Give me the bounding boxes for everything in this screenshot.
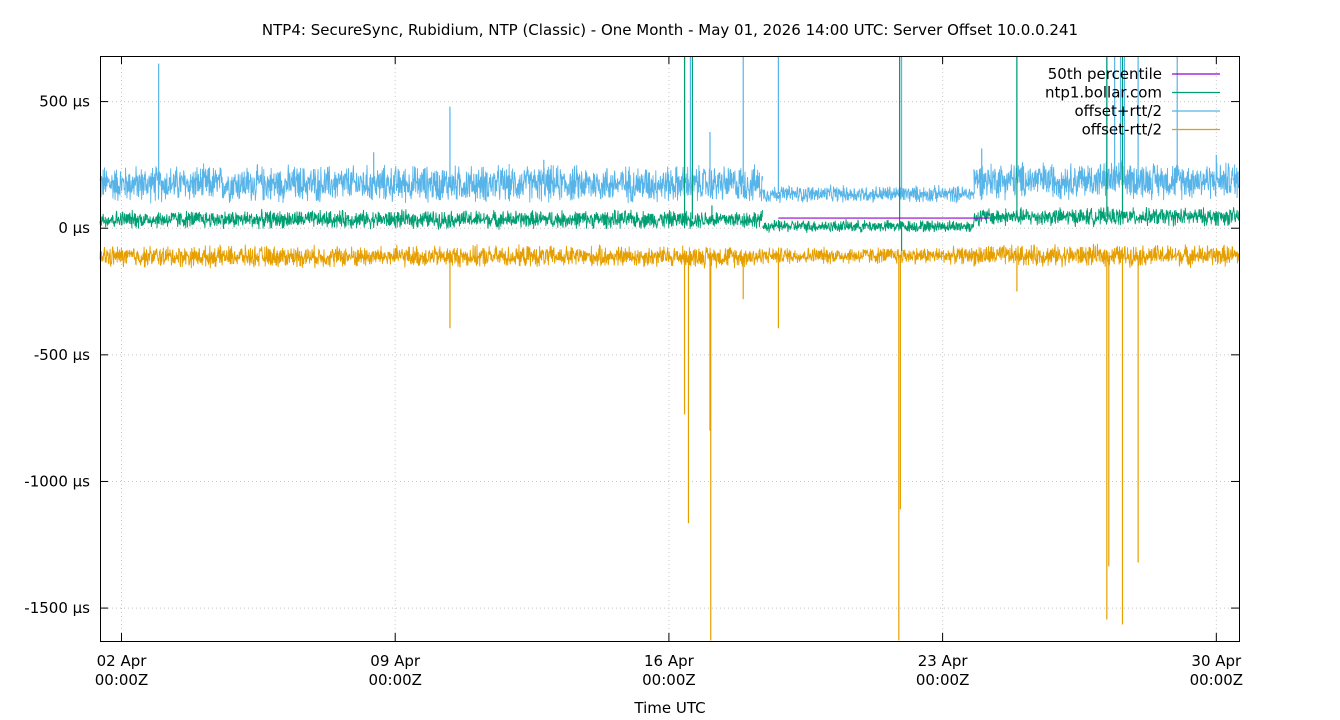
series-line bbox=[99, 163, 763, 204]
y-tick-label: -500 µs bbox=[34, 346, 90, 364]
y-tick-label: 500 µs bbox=[39, 93, 90, 111]
x-tick-label-line: 09 Apr bbox=[370, 652, 421, 670]
x-tick-label-line: 00:00Z bbox=[642, 671, 696, 689]
legend-entry-label: offset-rtt/2 bbox=[1082, 121, 1162, 139]
chart-title: NTP4: SecureSync, Rubidium, NTP (Classic… bbox=[262, 21, 1078, 39]
plot-border bbox=[100, 56, 1240, 642]
legend-entry-label: offset+rtt/2 bbox=[1074, 102, 1162, 120]
x-axis-label: Time UTC bbox=[633, 699, 705, 717]
y-tick-label: -1000 µs bbox=[24, 472, 90, 490]
x-tick-label: 02 Apr 00:00Z bbox=[95, 652, 149, 689]
series-line bbox=[762, 218, 975, 233]
legend-entry-label: 50th percentile bbox=[1048, 65, 1162, 83]
series-line bbox=[973, 206, 1240, 228]
series-line bbox=[99, 208, 763, 230]
x-tick-label-line: 02 Apr bbox=[97, 652, 148, 670]
x-tick-label-line: 16 Apr bbox=[644, 652, 695, 670]
legend-entry-label: ntp1.bollar.com bbox=[1045, 84, 1162, 102]
series-line bbox=[973, 243, 1240, 268]
y-tick-label: -1500 µs bbox=[24, 599, 90, 617]
series-line bbox=[762, 184, 975, 204]
x-tick-label: 23 Apr 00:00Z bbox=[916, 652, 970, 689]
series-3 bbox=[99, 243, 1240, 641]
x-tick-label: 09 Apr 00:00Z bbox=[368, 652, 422, 689]
x-tick-label: 30 Apr 00:00Z bbox=[1190, 652, 1244, 689]
y-tick-label: 0 µs bbox=[58, 219, 90, 237]
series-line bbox=[762, 245, 975, 265]
x-tick-label-line: 00:00Z bbox=[95, 671, 149, 689]
grid bbox=[100, 56, 1239, 641]
x-tick-label-line: 23 Apr bbox=[918, 652, 969, 670]
x-tick-label-line: 30 Apr bbox=[1191, 652, 1242, 670]
series-1 bbox=[99, 56, 1240, 251]
x-tick-label-line: 00:00Z bbox=[1190, 671, 1244, 689]
x-tick-label: 16 Apr 00:00Z bbox=[642, 652, 696, 689]
x-tick-label-line: 00:00Z bbox=[916, 671, 970, 689]
series-line bbox=[99, 244, 763, 269]
x-tick-label-line: 00:00Z bbox=[368, 671, 422, 689]
legend: 50th percentilentp1.bollar.comoffset+rtt… bbox=[1045, 65, 1220, 139]
series-layer bbox=[99, 56, 1240, 641]
